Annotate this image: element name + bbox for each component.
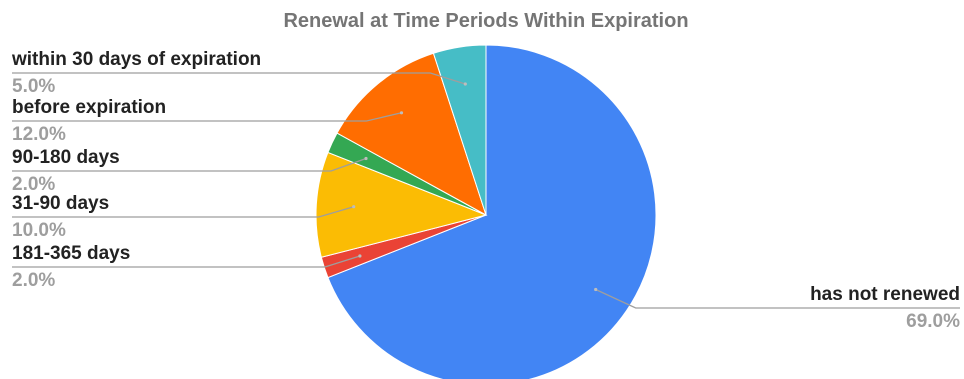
leader-anchor-90-180-days xyxy=(364,156,368,161)
leader-anchor-181-365-days xyxy=(358,254,362,258)
slice-percent-has-not-renewed: 69.0% xyxy=(906,311,960,332)
leader-line-within-30-days-of-expiration xyxy=(12,72,466,85)
slice-percent-90-180-days: 2.0% xyxy=(12,174,55,195)
leader-anchor-before-expiration xyxy=(399,111,404,115)
slice-percent-within-30-days-of-expiration: 5.0% xyxy=(12,76,55,97)
slice-label-has-not-renewed: has not renewed xyxy=(810,284,960,305)
leader-line-31-90-days xyxy=(12,206,354,218)
leader-line-181-365-days xyxy=(12,255,361,268)
leader-line-before-expiration xyxy=(12,112,402,122)
slice-label-181-365-days: 181-365 days xyxy=(12,243,130,264)
pie-slice-within-30-days-of-expiration xyxy=(432,44,487,216)
pie-slice-has-not-renewed xyxy=(327,44,657,379)
slice-label-31-90-days: 31-90 days xyxy=(12,193,109,214)
leader-line-90-180-days xyxy=(12,157,367,172)
slice-label-before-expiration: before expiration xyxy=(12,97,166,118)
slice-label-90-180-days: 90-180 days xyxy=(12,147,120,168)
leader-anchor-within-30-days-of-expiration xyxy=(463,82,467,86)
pie-slice-31-90-days xyxy=(315,151,488,258)
slice-label-within-30-days-of-expiration: within 30 days of expiration xyxy=(11,49,261,70)
leader-anchor-31-90-days xyxy=(352,205,356,209)
slice-percent-before-expiration: 12.0% xyxy=(12,124,66,145)
leader-lines xyxy=(12,72,960,309)
pie-slices xyxy=(315,44,657,379)
slice-percent-181-365-days: 2.0% xyxy=(12,270,55,291)
leader-line-has-not-renewed xyxy=(595,288,960,309)
leader-anchor-has-not-renewed xyxy=(594,287,598,292)
chart-title: Renewal at Time Periods Within Expiratio… xyxy=(283,10,688,32)
slice-percent-31-90-days: 10.0% xyxy=(12,220,66,241)
pie-slice-before-expiration xyxy=(336,52,487,217)
